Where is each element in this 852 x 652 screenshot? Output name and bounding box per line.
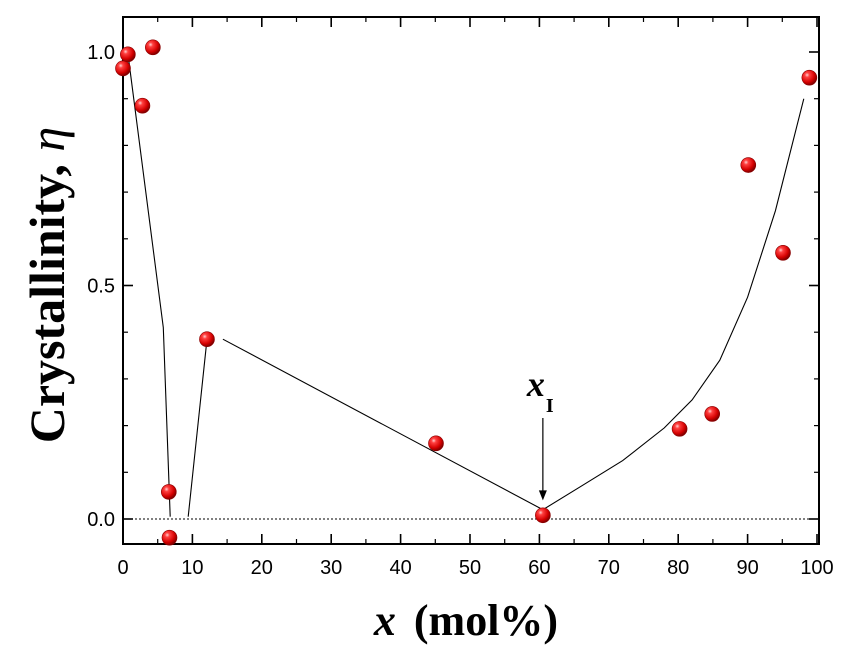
x-tick-label: 0 (117, 557, 128, 579)
svg-text:x(mol%): x (mol%) (373, 596, 558, 645)
annotation-arrowhead (538, 490, 547, 501)
plot-frame (122, 16, 820, 545)
x-tick-label: 90 (736, 557, 758, 579)
data-point (704, 406, 721, 422)
x-axis-label: x (mol%) (373, 596, 558, 645)
svg-text:Crystallinity, η: Crystallinity, η (19, 127, 75, 444)
x-tick-label: 30 (320, 557, 342, 579)
data-point (199, 331, 215, 348)
y-axis-label: Crystallinity, η (19, 127, 75, 444)
y-axis-label-var: η (19, 127, 75, 152)
x-tick-label: 100 (800, 557, 833, 579)
x-axis-label-unit: (mol%) (414, 596, 558, 645)
y-axis-label-text: Crystallinity, (19, 152, 75, 444)
x-tick-label: 10 (181, 557, 203, 579)
x-axis-label-var: x (373, 596, 396, 645)
x-tick-label: 80 (667, 557, 689, 579)
data-point (120, 46, 136, 63)
data-point (145, 39, 161, 56)
x-tick-label: 60 (528, 557, 550, 579)
annotation-label: x (526, 364, 545, 404)
guide-line (128, 58, 171, 517)
guide-line (187, 339, 208, 517)
data-point (115, 60, 131, 77)
x-tick-label: 70 (598, 557, 620, 579)
data-point (161, 529, 178, 546)
x-tick-label: 50 (459, 557, 481, 579)
x-tick-label: 40 (389, 557, 411, 579)
data-point (801, 69, 818, 86)
data-point (535, 507, 551, 524)
y-tick-label: 1.0 (87, 42, 115, 64)
annotation-label-subscript: I (546, 395, 554, 417)
guide-line (222, 338, 544, 511)
data-point (134, 97, 151, 114)
data-point (161, 484, 177, 500)
data-point (671, 421, 688, 437)
data-point (428, 435, 444, 452)
y-tick-label: 0.5 (87, 276, 115, 298)
data-point (740, 157, 757, 173)
x-tick-label: 20 (251, 557, 273, 579)
guide-line (542, 98, 805, 511)
y-tick-label: 0.0 (87, 509, 115, 531)
data-point (775, 245, 791, 261)
